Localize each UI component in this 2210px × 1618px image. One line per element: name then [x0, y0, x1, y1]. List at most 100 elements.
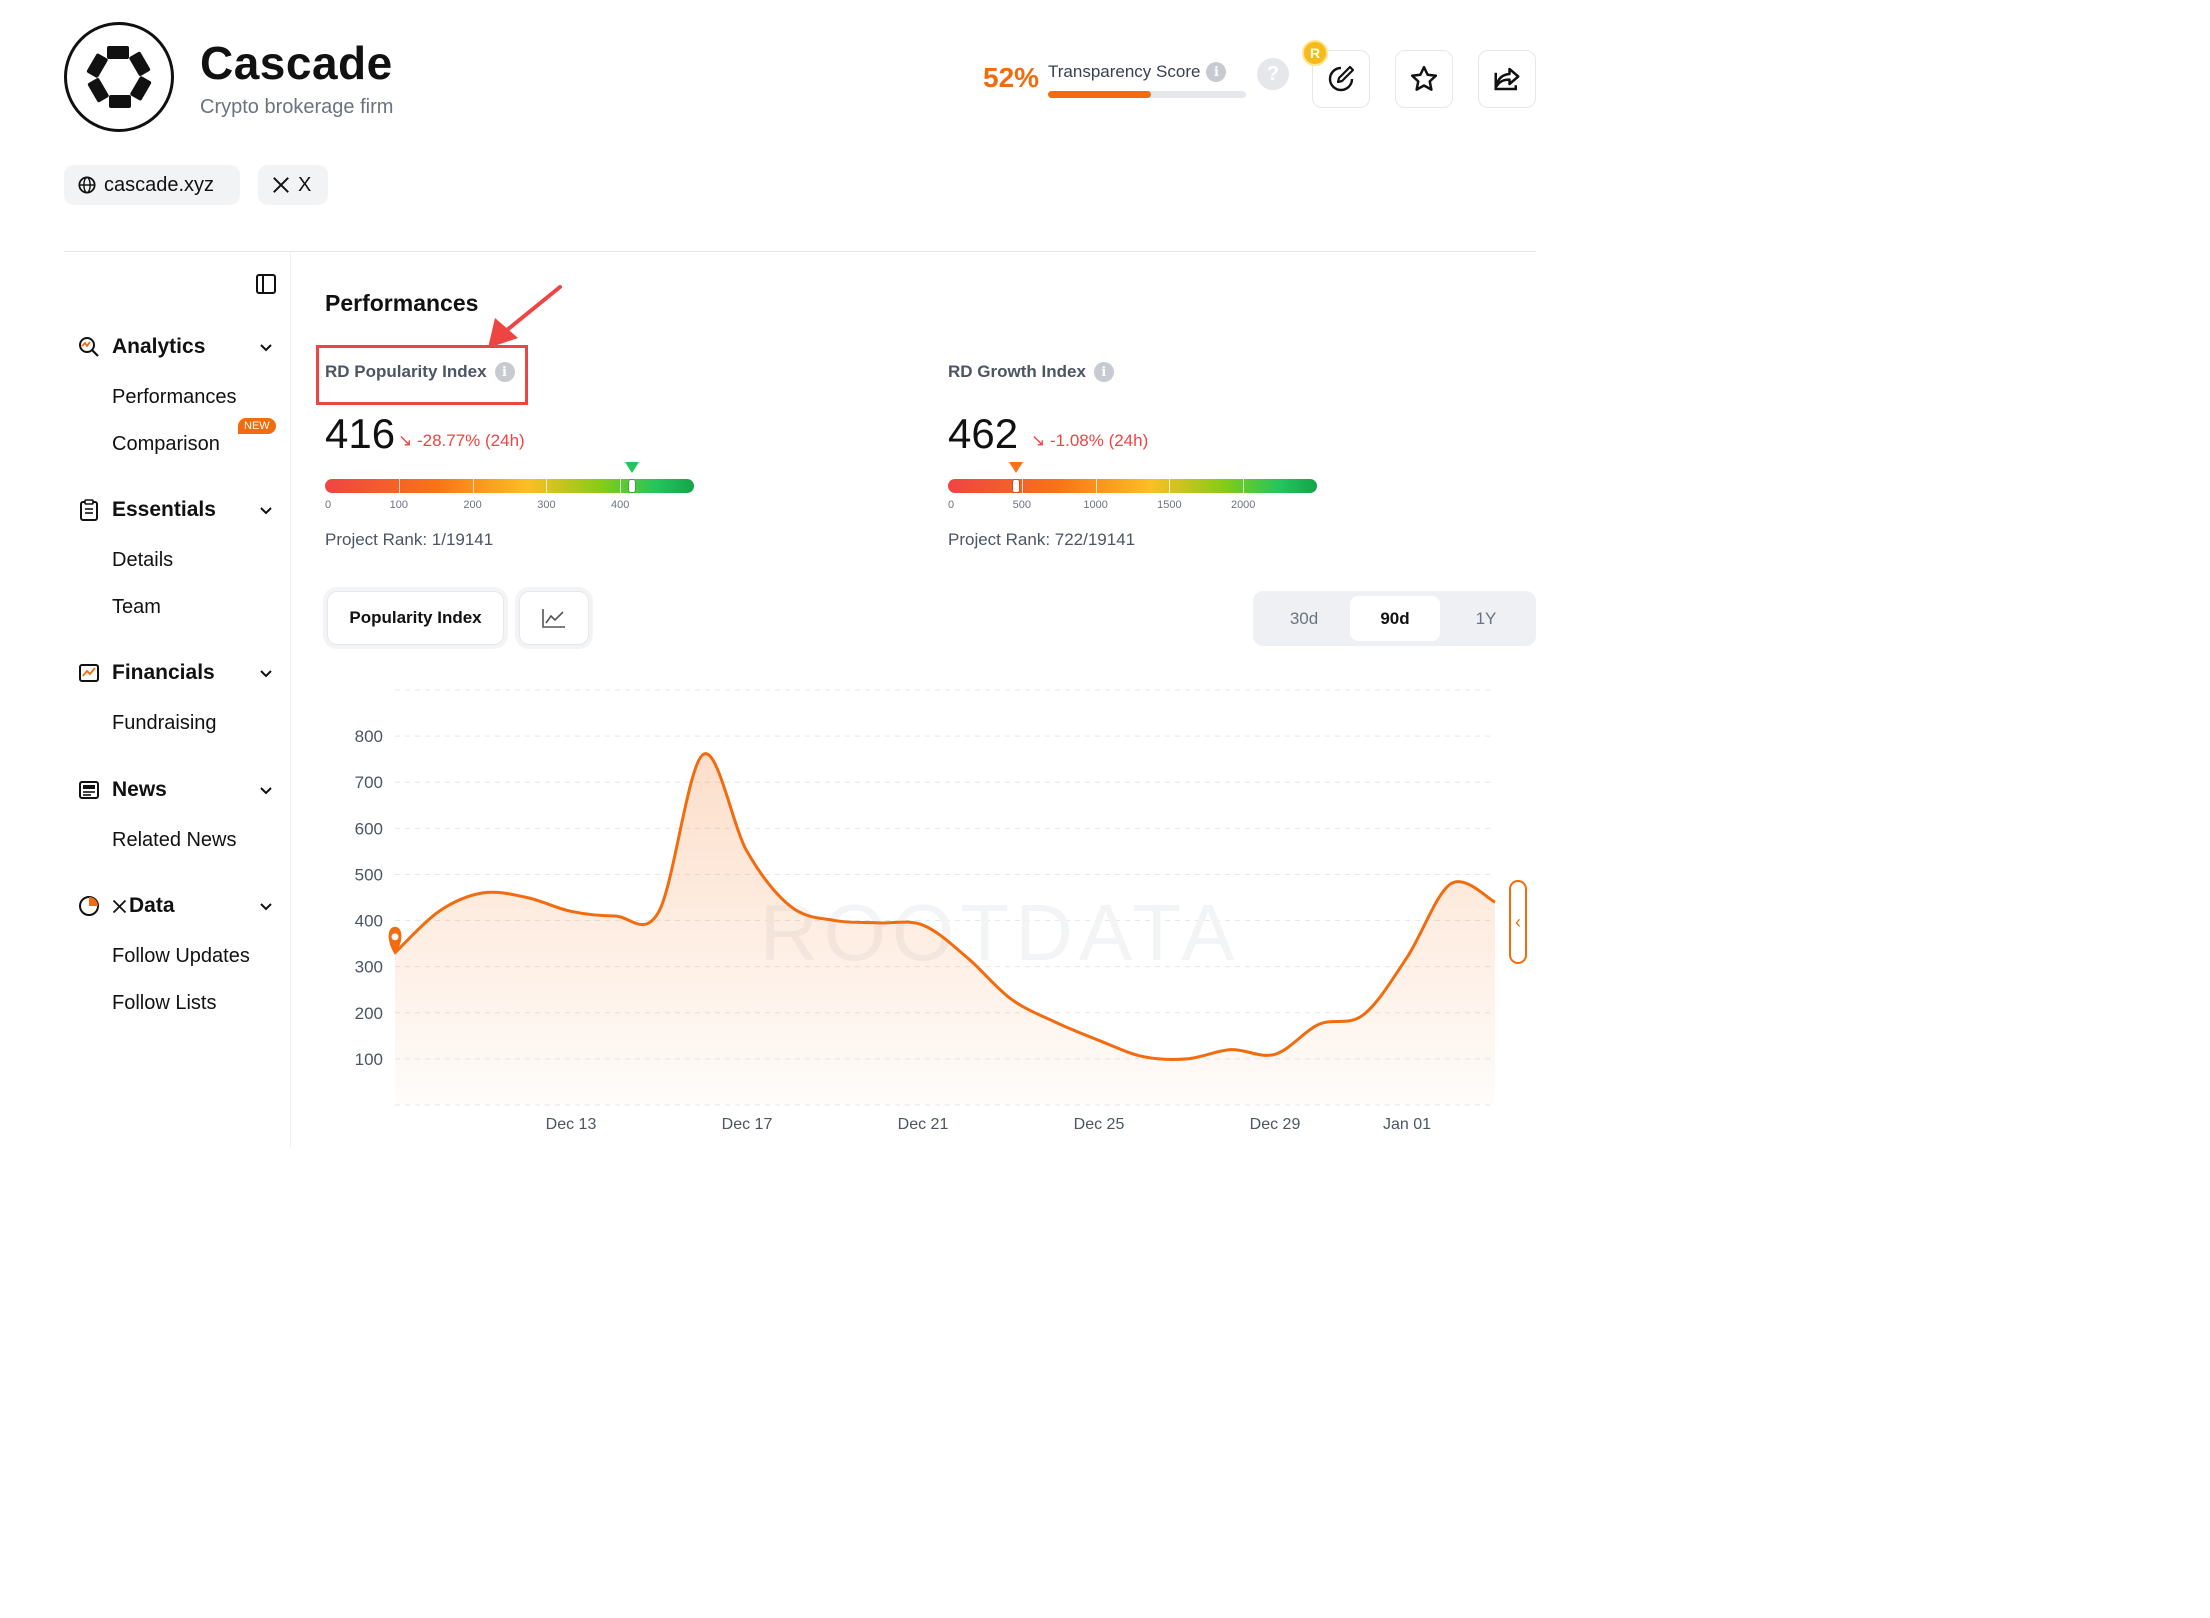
sidebar-group-x-data[interactable]: Data	[78, 894, 278, 918]
range-1y[interactable]: 1Y	[1475, 608, 1497, 628]
gauge-tick-line	[1169, 479, 1171, 493]
transparency-label: Transparency Score i	[1048, 62, 1227, 82]
share-button[interactable]	[1478, 50, 1536, 108]
sidebar-item-follow-updates[interactable]: Follow Updates	[112, 945, 250, 967]
info-icon[interactable]: i	[1093, 362, 1114, 382]
x-tick-label: Dec 25	[1074, 1116, 1125, 1133]
transparency-label-text: Transparency Score	[1048, 62, 1201, 81]
sidebar-group-news[interactable]: News	[78, 778, 278, 802]
gauge-marker	[1009, 462, 1024, 473]
sidebar-item-fundraising[interactable]: Fundraising	[112, 712, 217, 734]
sidebar-group-label: Data	[129, 894, 175, 917]
gauge-tick-line	[1243, 479, 1245, 493]
star-icon	[1410, 65, 1438, 91]
chevron-down-icon[interactable]	[258, 782, 274, 798]
favorite-button[interactable]	[1395, 50, 1453, 108]
sidebar-item-related-news[interactable]: Related News	[112, 829, 237, 851]
sidebar-group-essentials[interactable]: Essentials	[78, 498, 278, 522]
range-30d[interactable]: 30d	[1289, 608, 1319, 628]
gauge-tick-line	[472, 479, 474, 493]
y-tick-label: 800	[355, 727, 383, 746]
section-title: Performances	[325, 290, 479, 316]
gauge-tick-label: 1000	[1083, 499, 1108, 511]
x-logo-icon	[112, 899, 127, 913]
gauge-tick-label: 0	[948, 499, 955, 511]
y-tick-label: 700	[355, 773, 383, 792]
gauge-tick-line	[1021, 479, 1023, 493]
growth-index-delta-text: -1.08% (24h)	[1049, 431, 1149, 450]
chart-type-button[interactable]	[519, 591, 589, 645]
range-90d[interactable]: 90d	[1350, 596, 1440, 641]
website-link-label: cascade.xyz	[104, 173, 215, 196]
x-link[interactable]: X	[258, 165, 328, 205]
gauge-tick-label: 400	[611, 499, 630, 511]
y-tick-label: 100	[355, 1050, 383, 1069]
edit-icon	[1328, 65, 1355, 92]
growth-index-delta: ↘ -1.08% (24h)	[1031, 431, 1148, 451]
tab-popularity-index[interactable]: Popularity Index	[327, 591, 504, 645]
chevron-left-icon: ‹	[1515, 911, 1521, 932]
chevron-down-icon[interactable]	[258, 898, 274, 914]
series-area	[395, 753, 1495, 1105]
sidebar-item-performances[interactable]: Performances	[112, 386, 237, 408]
info-icon[interactable]: i	[494, 362, 515, 382]
y-tick-label: 200	[355, 1004, 383, 1023]
gauge-tick-label: 0	[325, 499, 332, 511]
growth-gauge-ticks: 0 500 1000 1500 2000	[948, 462, 1317, 517]
sidebar-group-label: News	[112, 778, 167, 801]
info-icon[interactable]: i	[1206, 62, 1227, 82]
x-tick-label: Dec 13	[546, 1116, 597, 1133]
growth-gauge: 0 500 1000 1500 2000	[948, 462, 1317, 517]
growth-rank: Project Rank: 722/19141	[948, 530, 1136, 549]
transparency-progress	[1048, 91, 1246, 98]
growth-index-value: 462	[948, 410, 1019, 457]
chart-panel-toggle[interactable]: ‹	[1509, 880, 1527, 964]
sidebar-group-label: Essentials	[112, 498, 216, 521]
help-badge-icon[interactable]: ?	[1257, 58, 1289, 90]
sidebar-group-analytics[interactable]: Analytics	[78, 335, 278, 359]
gauge-marker-knob	[629, 480, 635, 492]
sidebar-group-label: Financials	[112, 661, 215, 684]
y-tick-label: 500	[355, 865, 383, 884]
gauge-tick-label: 200	[463, 499, 482, 511]
sidebar-divider	[290, 252, 291, 1148]
trend-down-icon: ↘	[1031, 431, 1046, 450]
sidebar-item-details[interactable]: Details	[112, 549, 174, 571]
sidebar-toggle-icon[interactable]	[255, 273, 277, 295]
gauge-tick-label: 2000	[1230, 499, 1256, 511]
sidebar-item-follow-lists[interactable]: Follow Lists	[112, 992, 217, 1014]
chevron-down-icon[interactable]	[258, 665, 274, 681]
sidebar-group-label-wrap: Data	[112, 894, 175, 918]
popularity-gauge-bar	[325, 479, 694, 493]
annotation-arrow-icon	[488, 285, 562, 348]
growth-index-label: RD Growth Index i	[948, 362, 1114, 382]
gauge-tick-line	[1095, 479, 1097, 493]
gauge-tick-label: 1500	[1157, 499, 1182, 511]
x-tick-label: Jan 01	[1383, 1116, 1431, 1133]
x-tick-label: Dec 29	[1250, 1116, 1301, 1133]
pie-icon	[79, 896, 99, 916]
website-link[interactable]: cascade.xyz	[64, 165, 240, 205]
popularity-index-label: RD Popularity Index i	[325, 362, 515, 382]
project-title: Cascade	[200, 37, 393, 89]
sidebar-item-comparison[interactable]: Comparison	[112, 433, 220, 455]
sidebar-group-label: Analytics	[112, 335, 206, 358]
chevron-down-icon[interactable]	[258, 502, 274, 518]
chevron-down-icon[interactable]	[258, 339, 274, 355]
x-tick-label: Dec 17	[722, 1116, 773, 1133]
gauge-tick-label: 500	[1012, 499, 1031, 511]
x-link-label: X	[298, 173, 312, 196]
gauge-tick-line	[620, 479, 622, 493]
transparency-progress-fill	[1048, 91, 1151, 98]
gauge-tick-label: 100	[389, 499, 408, 511]
highlight-box	[316, 345, 528, 405]
sidebar-group-financials[interactable]: Financials	[78, 661, 278, 685]
popularity-gauge-ticks: 0 100 200 300 400	[325, 462, 694, 517]
gauge-tick-label: 300	[537, 499, 556, 511]
sidebar-item-team[interactable]: Team	[112, 596, 161, 618]
popularity-index-delta: ↘ -28.77% (24h)	[398, 431, 525, 451]
popularity-rank: Project Rank: 1/19141	[325, 530, 494, 549]
coin-badge: R	[1302, 40, 1328, 66]
popularity-index-value: 416	[325, 410, 396, 457]
